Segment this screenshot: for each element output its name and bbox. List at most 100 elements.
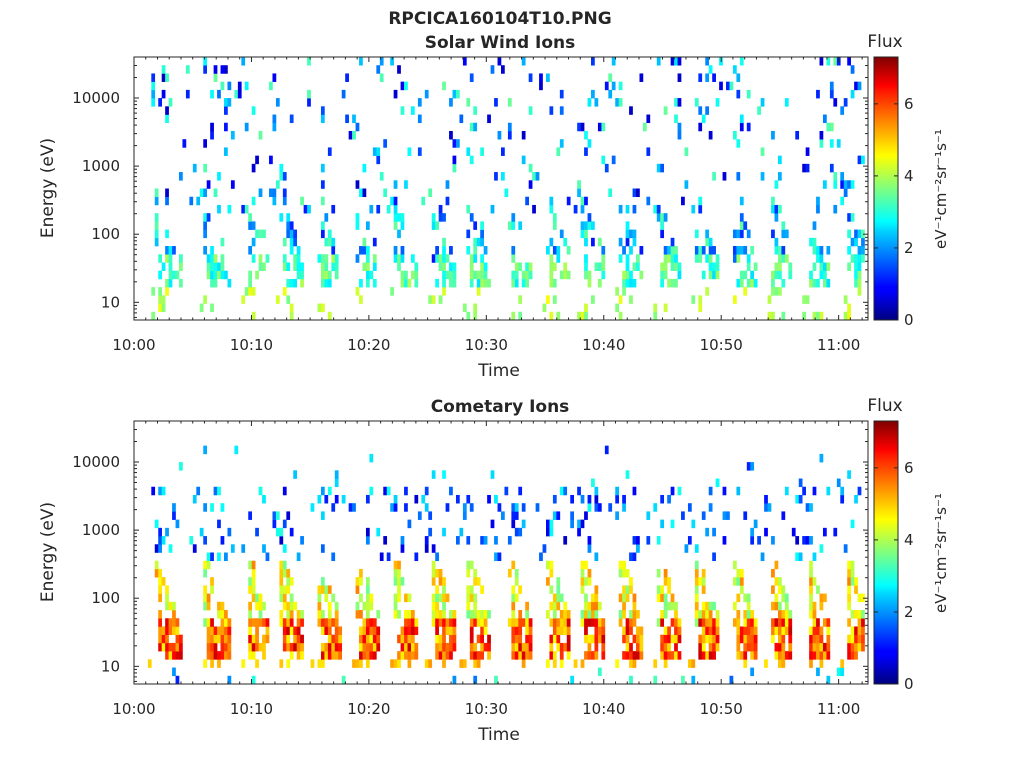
spectrogram-cell [224, 634, 228, 644]
spectrogram-cell [210, 642, 214, 652]
spectrogram-cell [220, 254, 225, 263]
spectrogram-cell [445, 651, 450, 660]
spectrogram-cell [521, 651, 526, 660]
spectrogram-cell [220, 65, 225, 74]
spectrogram-cell [857, 593, 862, 603]
spectrogram-cell [812, 246, 817, 255]
spectrogram-cell [743, 221, 748, 230]
spectrogram-cell [327, 278, 332, 288]
spectrogram-cell [556, 634, 561, 644]
spectrogram-cell [272, 196, 277, 206]
spectrogram-cell [861, 246, 865, 255]
spectrogram-cell [248, 270, 253, 280]
spectrogram-cell [282, 196, 287, 206]
spectrogram-cell [282, 642, 287, 652]
spectrogram-cell [320, 106, 325, 115]
y-tick-label: 10 [101, 657, 120, 675]
spectrogram-cell [203, 188, 208, 198]
spectrogram-cell [670, 57, 675, 66]
spectrogram-cell [404, 270, 408, 280]
spectrogram-cell [653, 503, 658, 512]
spectrogram-cell [203, 213, 208, 222]
spectrogram-cell [175, 618, 180, 627]
spectrogram-cell [473, 618, 478, 627]
spectrogram-cell [511, 560, 516, 570]
spectrogram-cell [556, 311, 561, 321]
spectrogram-cell [750, 626, 755, 635]
spectrogram-cell [639, 270, 644, 280]
spectrogram-cell [656, 57, 661, 66]
spectrogram-cell [743, 246, 748, 255]
spectrogram-cell [843, 544, 848, 553]
spectrogram-cell [393, 89, 398, 99]
spectrogram-cell [705, 610, 710, 619]
spectrogram-cell [473, 254, 478, 263]
spectrogram-cell [449, 651, 453, 660]
spectrogram-cell [331, 651, 336, 660]
spectrogram-cell [365, 246, 370, 255]
spectrogram-cell [850, 237, 855, 247]
spectrogram-cell [629, 618, 633, 627]
spectrogram-cell [438, 634, 443, 644]
spectrogram-cell [154, 237, 159, 247]
y-tick-label: 1000 [82, 521, 120, 539]
spectrogram-cell [656, 204, 661, 214]
spectrogram-cell [816, 311, 820, 321]
spectrogram-cell [300, 618, 304, 627]
spectrogram-cell [674, 254, 678, 263]
spectrogram-cell [265, 552, 270, 562]
spectrogram-cell [341, 675, 346, 685]
x-tick-label: 10:10 [230, 336, 273, 354]
spectrogram-cell [397, 568, 401, 578]
spectrogram-cell [376, 155, 381, 165]
spectrogram-cell [694, 585, 699, 594]
spectrogram-cell [518, 527, 523, 537]
spectrogram-cell [854, 577, 858, 586]
spectrogram-cell [258, 188, 263, 198]
spectrogram-cell [732, 65, 737, 74]
spectrogram-cell [843, 180, 848, 189]
spectrogram-cell [591, 601, 595, 611]
spectrogram-cell [511, 278, 516, 288]
spectrogram-cell [206, 651, 211, 660]
spectrogram-cell [473, 270, 478, 280]
spectrogram-cell [781, 593, 786, 603]
x-axis-label: Time [477, 361, 520, 381]
spectrogram-cell [753, 278, 758, 288]
spectrogram-cell [774, 270, 779, 280]
spectrogram-cell [854, 626, 858, 635]
spectrogram-cell [546, 519, 550, 529]
spectrogram-cell [248, 634, 253, 644]
spectrogram-cell [577, 311, 581, 321]
spectrogram-cell [365, 536, 370, 545]
spectrogram-cell [320, 651, 325, 660]
spectrogram-cell [587, 536, 592, 545]
spectrogram-cell [656, 163, 661, 173]
spectrogram-cell [227, 675, 232, 685]
spectrogram-cell [691, 519, 696, 529]
spectrogram-cell [632, 659, 637, 668]
spectrogram-cell [206, 254, 211, 263]
spectrogram-cell [400, 536, 405, 545]
spectrogram-cell [570, 675, 575, 685]
spectrogram-cell [452, 278, 457, 288]
spectrogram-cell [168, 618, 173, 627]
spectrogram-cell [282, 568, 287, 578]
spectrogram-cell [563, 262, 568, 271]
spectrogram-cell [379, 172, 384, 181]
spectrogram-cell [549, 601, 554, 611]
spectrogram-cell [843, 188, 848, 198]
spectrogram-cell [784, 254, 789, 263]
spectrogram-cell [622, 585, 626, 594]
spectrogram-cell [750, 246, 755, 255]
spectrogram-cell [272, 188, 277, 198]
spectrogram-cell [390, 287, 394, 296]
spectrogram-cell [279, 527, 284, 537]
spectrogram-cell [712, 618, 716, 627]
spectrogram-cell [760, 147, 765, 156]
spectrogram-cell [732, 577, 737, 586]
spectrogram-cell [632, 188, 637, 198]
spectrogram-cell [251, 196, 256, 206]
spectrogram-cell [781, 221, 786, 230]
spectrogram-cell [487, 494, 491, 504]
